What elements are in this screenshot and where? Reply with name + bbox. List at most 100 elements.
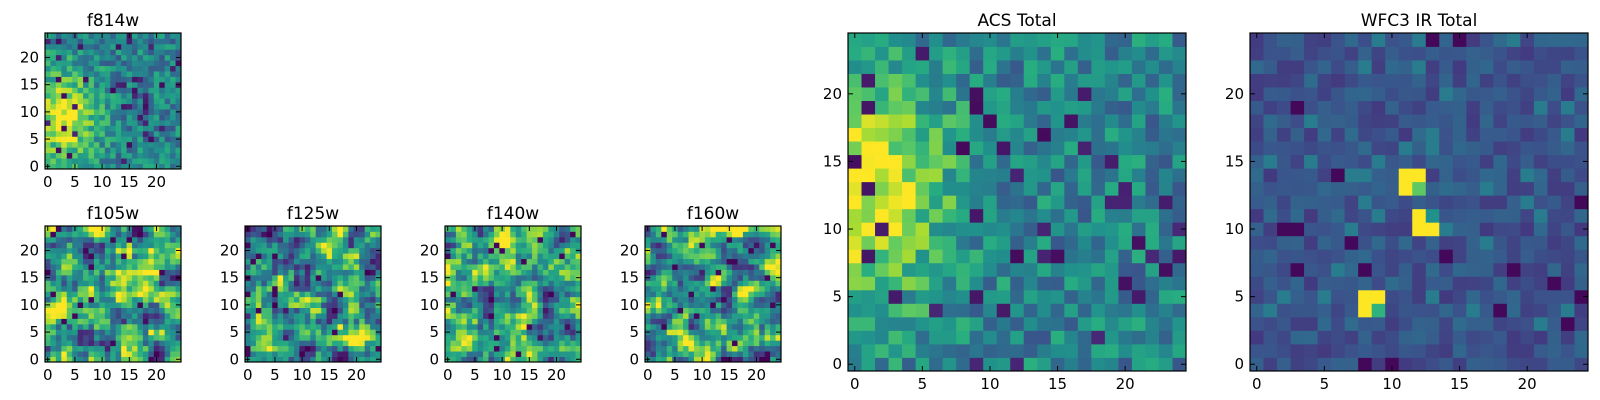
heatmap-cell — [288, 253, 295, 260]
heatmap-cell — [121, 38, 127, 45]
heatmap-cell — [861, 289, 876, 304]
heatmap-cell — [137, 340, 144, 347]
heatmap-cell — [1158, 141, 1173, 156]
heatmap-cell — [748, 334, 755, 341]
heatmap-cell — [110, 242, 117, 249]
heatmap-cell — [504, 242, 511, 249]
heatmap-cell — [537, 318, 544, 325]
heatmap-cell — [770, 356, 776, 363]
heatmap-cell — [93, 291, 100, 298]
heatmap-cell — [1158, 330, 1173, 345]
heatmap-cell — [332, 236, 338, 243]
heatmap-cell — [164, 103, 171, 110]
heatmap-cell — [245, 307, 251, 314]
heatmap-cell — [72, 247, 79, 254]
heatmap-cell — [326, 264, 333, 270]
heatmap-cell — [1520, 289, 1535, 304]
heatmap-cell — [55, 253, 62, 260]
heatmap-cell — [255, 226, 262, 232]
heatmap-cell — [1077, 73, 1092, 88]
heatmap-cell — [261, 269, 268, 276]
heatmap-cell — [288, 302, 295, 308]
heatmap-cell — [1466, 114, 1481, 129]
heatmap-cell — [153, 351, 160, 357]
heatmap-cell — [55, 280, 62, 287]
heatmap-cell — [121, 236, 127, 243]
heatmap-cell — [99, 103, 106, 110]
heatmap-cell — [1560, 114, 1575, 129]
heatmap-cell — [1064, 33, 1079, 47]
x-tick-label: 0 — [643, 366, 653, 384]
heatmap-cell — [1493, 141, 1508, 156]
heatmap-cell — [683, 351, 689, 357]
heatmap-cell — [266, 313, 273, 319]
heatmap-cell — [159, 226, 166, 232]
heatmap-cell — [1118, 343, 1133, 358]
heatmap-cell — [321, 242, 327, 249]
x-tick-label: 20 — [147, 173, 166, 191]
heatmap-cell — [488, 258, 495, 265]
heatmap-cell — [332, 231, 338, 238]
heatmap-cell — [570, 242, 576, 249]
heatmap-cell — [250, 313, 257, 319]
heatmap-cell — [1010, 181, 1025, 196]
heatmap-cell — [655, 334, 662, 341]
heatmap-cell — [255, 253, 262, 260]
heatmap-cell — [683, 236, 689, 243]
heatmap-cell — [510, 291, 517, 298]
heatmap-cell — [956, 114, 971, 129]
heatmap-cell — [699, 285, 706, 292]
heatmap-cell — [77, 247, 84, 254]
heatmap-cell — [88, 152, 95, 159]
heatmap-cell — [121, 152, 127, 159]
heatmap-cell — [548, 291, 555, 298]
heatmap-cell — [126, 269, 133, 276]
heatmap-cell — [93, 274, 100, 281]
heatmap-cell — [121, 274, 127, 281]
heatmap-cell — [1533, 222, 1548, 237]
heatmap-cell — [255, 242, 262, 249]
heatmap-cell — [688, 280, 695, 287]
heatmap-cell — [1425, 100, 1440, 115]
heatmap-cell — [153, 87, 160, 94]
heatmap-cell — [515, 269, 522, 276]
heatmap-cell — [645, 280, 651, 287]
heatmap-cell — [455, 340, 462, 347]
heatmap-cell — [83, 351, 89, 357]
heatmap-cell — [321, 302, 327, 308]
heatmap-cell — [72, 351, 79, 357]
heatmap-cell — [1290, 127, 1305, 142]
heatmap-cell — [121, 340, 127, 347]
heatmap-cell — [359, 285, 366, 292]
heatmap-cell — [1104, 127, 1119, 142]
heatmap-cell — [969, 208, 984, 223]
heatmap-cell — [50, 226, 57, 232]
heatmap-cell — [315, 318, 322, 325]
heatmap-cell — [1344, 316, 1359, 331]
heatmap-cell — [83, 247, 89, 254]
heatmap-cell — [1371, 222, 1386, 237]
heatmap-cell — [55, 38, 62, 45]
heatmap-cell — [104, 226, 111, 232]
heatmap-cell — [915, 208, 930, 223]
heatmap-cell — [261, 247, 268, 254]
heatmap-cell — [764, 285, 771, 292]
heatmap-cell — [526, 323, 533, 330]
heatmap-cell — [888, 168, 903, 183]
heatmap-cell — [293, 231, 300, 238]
heatmap-cell — [342, 356, 349, 363]
heatmap-cell — [66, 87, 73, 94]
heatmap-cell — [548, 356, 555, 363]
heatmap-cell — [759, 291, 766, 298]
heatmap-cell — [115, 231, 122, 238]
heatmap-cell — [153, 136, 160, 143]
heatmap-cell — [704, 274, 711, 281]
heatmap-cell — [759, 307, 766, 314]
heatmap-cell — [110, 81, 117, 88]
heatmap-cell — [148, 280, 155, 287]
heatmap-cell — [142, 87, 149, 94]
heatmap-cell — [888, 303, 903, 318]
heatmap-cell — [902, 154, 916, 169]
heatmap-cell — [153, 258, 160, 265]
